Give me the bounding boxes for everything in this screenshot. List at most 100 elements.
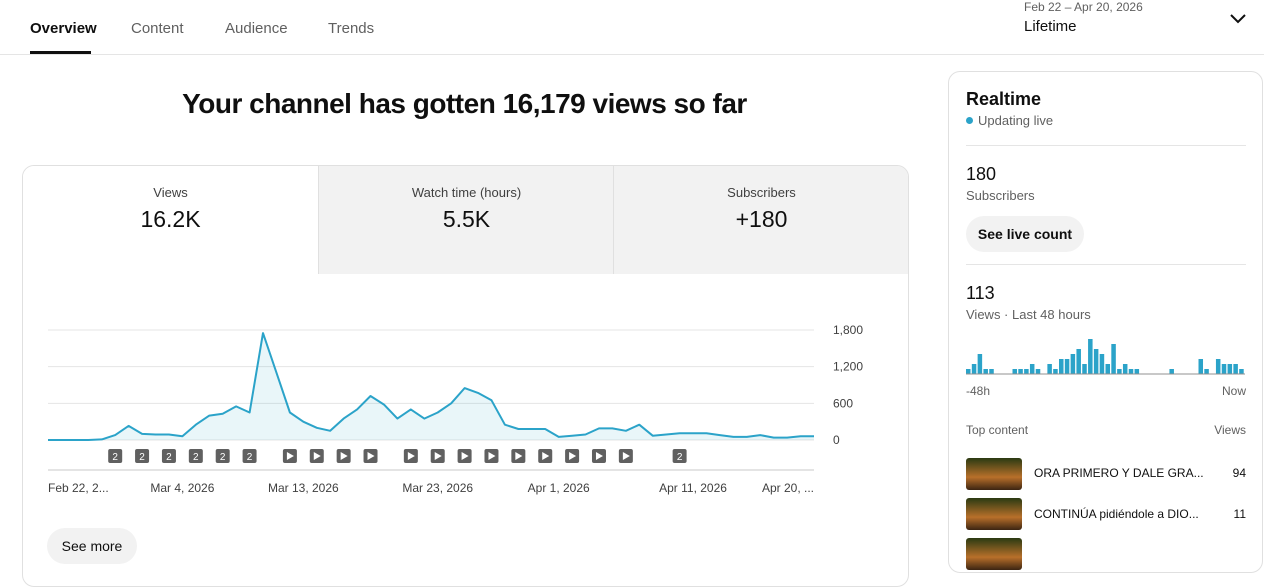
bar bbox=[1239, 369, 1244, 374]
see-more-button[interactable]: See more bbox=[47, 528, 137, 564]
play-icon bbox=[595, 452, 603, 460]
y-tick-label: 1,200 bbox=[833, 360, 863, 374]
top-content-title: Top content bbox=[966, 423, 1029, 437]
upload-count: 2 bbox=[193, 452, 199, 463]
video-views: 11 bbox=[1233, 507, 1246, 521]
axis-start-label: -48h bbox=[966, 384, 991, 398]
metric-tab[interactable]: Subscribers +180 bbox=[613, 166, 908, 274]
bar bbox=[1070, 354, 1076, 374]
upload-marker bbox=[135, 449, 150, 463]
x-tick-label: Apr 11, 2026 bbox=[659, 481, 727, 495]
play-icon bbox=[542, 452, 550, 460]
metric-label: Views bbox=[153, 185, 188, 200]
video-views: 94 bbox=[1232, 466, 1246, 480]
bar bbox=[1198, 359, 1204, 374]
metric-value: 16.2K bbox=[140, 206, 201, 232]
upload-count: 2 bbox=[139, 452, 145, 463]
realtime-bar-chart bbox=[966, 339, 1245, 375]
video-title[interactable]: CONTINÚA pidiéndole a DIO... bbox=[1034, 507, 1199, 521]
axis-end-label: Now bbox=[1221, 384, 1246, 398]
line-chart: 0 600 1,200 1,800 2 2 2 2 2 2 2 Feb 22, 2... Mar 4, … bbox=[48, 323, 863, 495]
bar bbox=[1117, 369, 1122, 374]
x-tick-label: Apr 20, ... bbox=[762, 481, 814, 495]
upload-count: 2 bbox=[220, 452, 226, 463]
bar bbox=[1053, 369, 1058, 374]
x-tick-label: Feb 22, 2... bbox=[48, 481, 109, 495]
date-preset[interactable]: Lifetime bbox=[1024, 18, 1077, 35]
play-icon bbox=[407, 452, 415, 460]
video-thumbnail[interactable] bbox=[966, 458, 1022, 490]
bar bbox=[1093, 349, 1099, 374]
bar bbox=[966, 369, 971, 374]
live-dot bbox=[966, 117, 973, 124]
upload-marker bbox=[188, 449, 203, 463]
y-tick-label: 0 bbox=[833, 433, 840, 447]
bar bbox=[1088, 339, 1093, 374]
bar bbox=[1047, 364, 1052, 374]
upload-marker bbox=[242, 449, 257, 463]
upload-marker bbox=[161, 449, 176, 463]
bar bbox=[1111, 344, 1116, 374]
metric-value: +180 bbox=[735, 206, 788, 232]
subscriber-label: Subscribers bbox=[966, 188, 1035, 203]
bar bbox=[1099, 354, 1105, 374]
dropdown-chevron[interactable] bbox=[1229, 12, 1247, 26]
play-icon bbox=[313, 452, 321, 460]
bar bbox=[971, 364, 977, 374]
headline: Your channel has gotten 16,179 views so … bbox=[182, 88, 747, 119]
metric-label: Subscribers bbox=[727, 185, 796, 200]
bar bbox=[1221, 364, 1227, 374]
bar bbox=[1024, 369, 1029, 374]
panel-title: Realtime bbox=[966, 89, 1042, 109]
video-thumbnail[interactable] bbox=[966, 498, 1022, 530]
bar bbox=[989, 369, 994, 374]
subscriber-count: 180 bbox=[966, 164, 997, 184]
play-icon bbox=[340, 452, 348, 460]
bar bbox=[1029, 364, 1035, 374]
bar bbox=[1059, 359, 1064, 374]
x-tick-label: Mar 4, 2026 bbox=[150, 481, 214, 495]
play-icon bbox=[367, 452, 375, 460]
upload-marker bbox=[672, 449, 687, 463]
live-status: Updating live bbox=[978, 113, 1054, 128]
tab-divider bbox=[0, 54, 1264, 55]
separator bbox=[966, 264, 1246, 265]
upload-count: 2 bbox=[677, 452, 683, 463]
bar bbox=[1227, 364, 1233, 374]
upload-count: 2 bbox=[166, 452, 172, 463]
tab[interactable]: Trends bbox=[328, 20, 375, 37]
metric-tab[interactable]: Views 16.2K bbox=[23, 166, 318, 274]
metric-tab[interactable]: Watch time (hours) 5.5K bbox=[318, 166, 614, 274]
play-icon bbox=[622, 452, 630, 460]
chart-card: Views 16.2K Watch time (hours) 5.5K Subs… bbox=[22, 165, 909, 587]
x-tick-label: Mar 23, 2026 bbox=[402, 481, 473, 495]
play-icon bbox=[488, 452, 496, 460]
play-icon bbox=[569, 452, 577, 460]
video-title[interactable]: ORA PRIMERO Y DALE GRA... bbox=[1034, 466, 1204, 480]
bar bbox=[977, 354, 983, 374]
column-header: Views bbox=[1214, 423, 1246, 437]
play-icon bbox=[515, 452, 523, 460]
play-icon bbox=[286, 452, 294, 460]
date-range[interactable]: Feb 22 – Apr 20, 2026 bbox=[1024, 0, 1143, 14]
bar bbox=[1012, 369, 1018, 374]
y-tick-label: 1,800 bbox=[833, 323, 863, 337]
area bbox=[48, 333, 814, 440]
upload-marker bbox=[215, 449, 230, 463]
line bbox=[48, 332, 814, 441]
tab[interactable]: Overview bbox=[30, 20, 97, 37]
bar bbox=[1204, 369, 1209, 374]
live-count-button[interactable]: See live count bbox=[966, 216, 1084, 252]
tab[interactable]: Content bbox=[131, 20, 184, 37]
metric-value: 5.5K bbox=[442, 206, 491, 232]
upload-marker bbox=[108, 449, 123, 463]
bar bbox=[983, 369, 988, 374]
tab[interactable]: Audience bbox=[225, 20, 288, 37]
bar bbox=[1134, 369, 1140, 374]
realtime-panel: Realtime Updating live 180 Subscribers S… bbox=[948, 71, 1263, 573]
x-tick-label: Apr 1, 2026 bbox=[528, 481, 590, 495]
bar bbox=[1064, 359, 1070, 374]
x-tick-label: Mar 13, 2026 bbox=[268, 481, 339, 495]
bar bbox=[1169, 369, 1174, 374]
